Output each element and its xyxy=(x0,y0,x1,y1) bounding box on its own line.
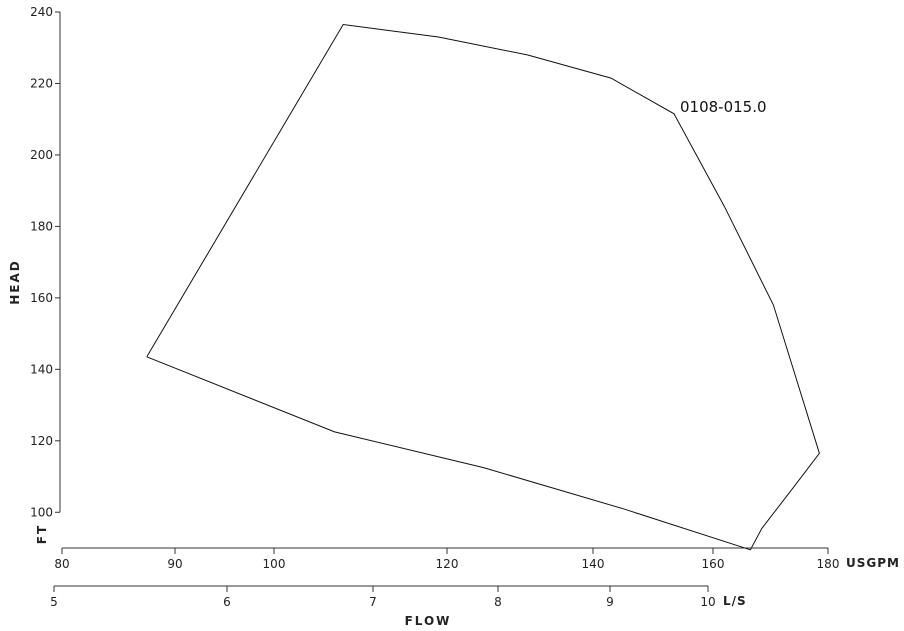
y-axis: 100 120 140 160 180 200 220 240 xyxy=(30,5,61,519)
y-tick-label: 220 xyxy=(30,76,53,90)
x-primary-tick-label: 140 xyxy=(582,557,605,571)
y-tick-label: 240 xyxy=(30,5,53,19)
series-label: 0108-015.0 xyxy=(680,98,767,116)
x-primary-tick-label: 100 xyxy=(263,557,286,571)
x-axis-ls: 5 6 7 8 9 10 xyxy=(50,585,716,609)
x-secondary-tick-label: 8 xyxy=(494,595,502,609)
y-tick-label: 200 xyxy=(30,148,53,162)
x-axis-title: FLOW xyxy=(405,614,452,628)
operating-envelope-line xyxy=(146,23,820,551)
x-secondary-tick-label: 10 xyxy=(700,595,715,609)
x-secondary-tick-label: 9 xyxy=(606,595,614,609)
y-tick-label: 140 xyxy=(30,362,53,376)
plot-area: 0108-015.0 xyxy=(146,23,820,551)
x-secondary-tick-label: 6 xyxy=(223,595,231,609)
x-primary-tick-label: 160 xyxy=(702,557,725,571)
y-tick-label: 180 xyxy=(30,219,53,233)
x-primary-tick-label: 180 xyxy=(817,557,840,571)
x-primary-tick-label: 120 xyxy=(436,557,459,571)
y-tick-label: 100 xyxy=(30,505,53,519)
x-secondary-unit: L/S xyxy=(723,594,747,608)
x-axis-usgpm: 80 90 100 120 140 160 180 xyxy=(54,547,840,571)
x-secondary-tick-label: 7 xyxy=(369,595,377,609)
y-axis-unit: FT xyxy=(35,524,49,544)
x-primary-tick-label: 90 xyxy=(167,557,182,571)
y-tick-label: 120 xyxy=(30,434,53,448)
y-axis-title: HEAD xyxy=(8,259,22,305)
x-secondary-tick-label: 5 xyxy=(50,595,58,609)
y-tick-label: 160 xyxy=(30,291,53,305)
x-primary-unit: USGPM xyxy=(846,556,900,570)
x-primary-tick-label: 80 xyxy=(54,557,69,571)
